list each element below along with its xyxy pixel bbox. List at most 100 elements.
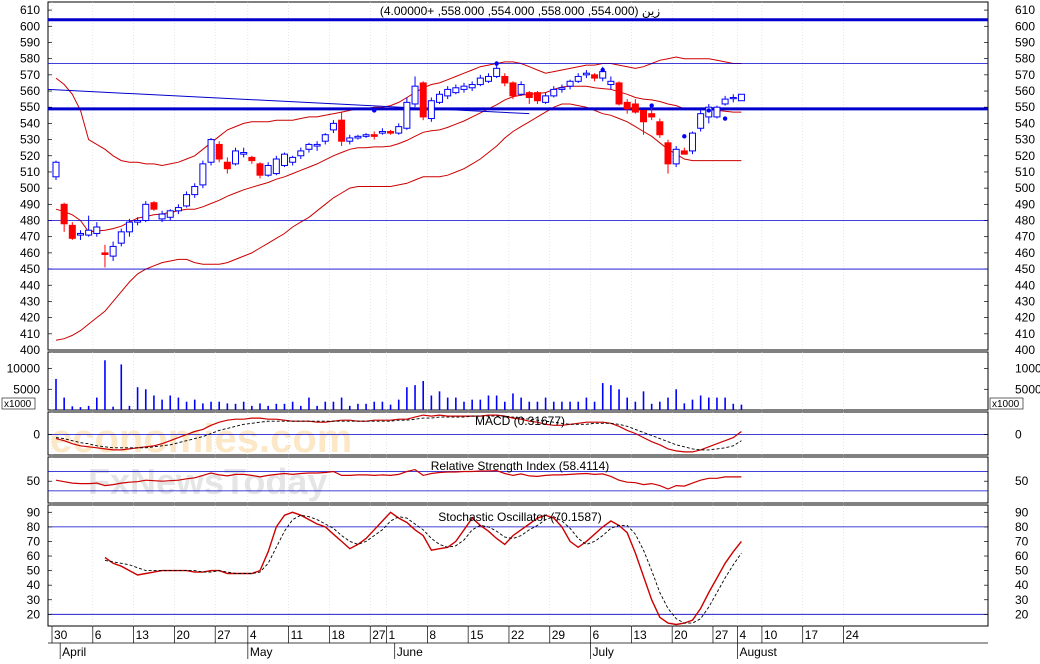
macd-title: MACD (0.31677) bbox=[475, 414, 565, 428]
price-axis-tick-label-right: 440 bbox=[1015, 278, 1035, 292]
candle-body bbox=[525, 92, 533, 98]
candle bbox=[101, 244, 109, 268]
signal-marker bbox=[372, 108, 377, 113]
rsi-pane: 50 50 bbox=[27, 457, 1029, 503]
price-axis-tick-label-left: 590 bbox=[20, 35, 40, 49]
candle-body bbox=[68, 224, 76, 239]
candle-body bbox=[264, 164, 272, 176]
candle bbox=[93, 222, 101, 237]
date-tick-label: 30 bbox=[54, 628, 68, 642]
stochastic-axis-tick-label-right: 60 bbox=[1015, 549, 1029, 563]
candle bbox=[305, 142, 313, 153]
candle bbox=[370, 131, 378, 140]
candle-body bbox=[615, 82, 623, 105]
price-axis-tick-label-right: 610 bbox=[1015, 3, 1035, 17]
date-tick-label: 27 bbox=[715, 628, 729, 642]
candle bbox=[223, 157, 231, 174]
candle-body bbox=[183, 194, 191, 207]
candle bbox=[656, 118, 664, 138]
price-axis-tick-label-left: 490 bbox=[20, 197, 40, 211]
candle-body bbox=[427, 100, 435, 120]
candle-body bbox=[142, 203, 150, 222]
price-axis-tick-label-right: 530 bbox=[1015, 133, 1035, 147]
candle bbox=[419, 81, 427, 121]
candle-body bbox=[354, 135, 362, 139]
price-axis-tick-label-right: 400 bbox=[1015, 343, 1035, 357]
candle bbox=[191, 183, 199, 198]
macd-axis-tick-label-right: 0 bbox=[1015, 428, 1022, 442]
candle bbox=[640, 109, 648, 135]
stochastic-axis-tick-label-right: 90 bbox=[1015, 505, 1029, 519]
price-axis-tick-label-right: 410 bbox=[1015, 327, 1035, 341]
price-axis-tick-label-left: 410 bbox=[20, 327, 40, 341]
candle bbox=[142, 201, 150, 223]
stochastic-axis-tick-label-left: 60 bbox=[27, 549, 41, 563]
price-axis-tick-label-right: 510 bbox=[1015, 165, 1035, 179]
price-axis-tick-label-right: 500 bbox=[1015, 181, 1035, 195]
candle bbox=[444, 86, 452, 100]
candle-body bbox=[321, 134, 329, 142]
rsi-title: Relative Strength Index (58.4114) bbox=[431, 459, 610, 473]
candle-body bbox=[60, 203, 68, 225]
month-label: July bbox=[593, 645, 614, 659]
date-tick-label: 6 bbox=[593, 628, 600, 642]
candle-body bbox=[436, 93, 444, 103]
price-axis-tick-label-right: 580 bbox=[1015, 52, 1035, 66]
candle bbox=[117, 228, 125, 247]
candle bbox=[582, 69, 590, 79]
date-tick-label: 29 bbox=[552, 628, 566, 642]
price-axis-tick-label-left: 610 bbox=[20, 3, 40, 17]
watermark-line1: economies.com bbox=[50, 417, 352, 461]
candle-body bbox=[574, 75, 582, 82]
stochastic-axis-tick-label-right: 40 bbox=[1015, 578, 1029, 592]
price-axis-tick-label-left: 510 bbox=[20, 165, 40, 179]
volume-unit-left: x1000 bbox=[4, 399, 32, 410]
candle bbox=[174, 204, 182, 215]
stochastic-axis-tick-label-right: 30 bbox=[1015, 593, 1029, 607]
candle-body bbox=[207, 139, 215, 163]
candle bbox=[436, 91, 444, 104]
candle bbox=[452, 84, 460, 95]
watermark: economies.com FxNewsToday bbox=[50, 417, 352, 502]
candle bbox=[125, 218, 133, 237]
signal-marker bbox=[494, 61, 499, 66]
candle-body bbox=[680, 150, 688, 155]
candle bbox=[199, 160, 207, 189]
candle-body bbox=[468, 84, 476, 89]
date-tick-label: 15 bbox=[470, 628, 484, 642]
date-tick-label: 24 bbox=[846, 628, 860, 642]
candle-body bbox=[76, 232, 84, 236]
candle bbox=[648, 105, 656, 121]
candle bbox=[183, 191, 191, 208]
price-axis-tick-label-right: 490 bbox=[1015, 197, 1035, 211]
price-axis-tick-label-left: 540 bbox=[20, 116, 40, 130]
price-axis-tick-label-left: 530 bbox=[20, 133, 40, 147]
candle-body bbox=[517, 84, 525, 95]
date-tick-label: 27 bbox=[372, 628, 386, 642]
date-tick-label: 20 bbox=[176, 628, 190, 642]
candle-body bbox=[444, 88, 452, 97]
macd-frame bbox=[47, 411, 989, 456]
candle-body bbox=[215, 143, 223, 160]
date-tick-label: 17 bbox=[805, 628, 819, 642]
date-tick-label: 8 bbox=[429, 628, 436, 642]
candle-body bbox=[150, 202, 158, 210]
macd-signal-line bbox=[55, 415, 742, 451]
candle bbox=[574, 73, 582, 83]
candle bbox=[688, 131, 696, 155]
candle-body bbox=[280, 153, 288, 166]
volume-axis-tick-label-right: 5000 bbox=[1015, 382, 1040, 396]
candle-body bbox=[591, 74, 599, 79]
candle-body bbox=[411, 85, 419, 105]
candle bbox=[550, 86, 558, 98]
candle-body bbox=[460, 85, 468, 90]
candle-body bbox=[656, 121, 664, 136]
candle-body bbox=[109, 245, 117, 257]
rsi-axis-tick-label-left: 50 bbox=[27, 474, 41, 488]
candle bbox=[697, 108, 705, 132]
stochastic-axis-tick-label-right: 20 bbox=[1015, 607, 1029, 621]
candle bbox=[378, 128, 386, 135]
candle bbox=[493, 65, 501, 79]
candle bbox=[476, 74, 484, 87]
